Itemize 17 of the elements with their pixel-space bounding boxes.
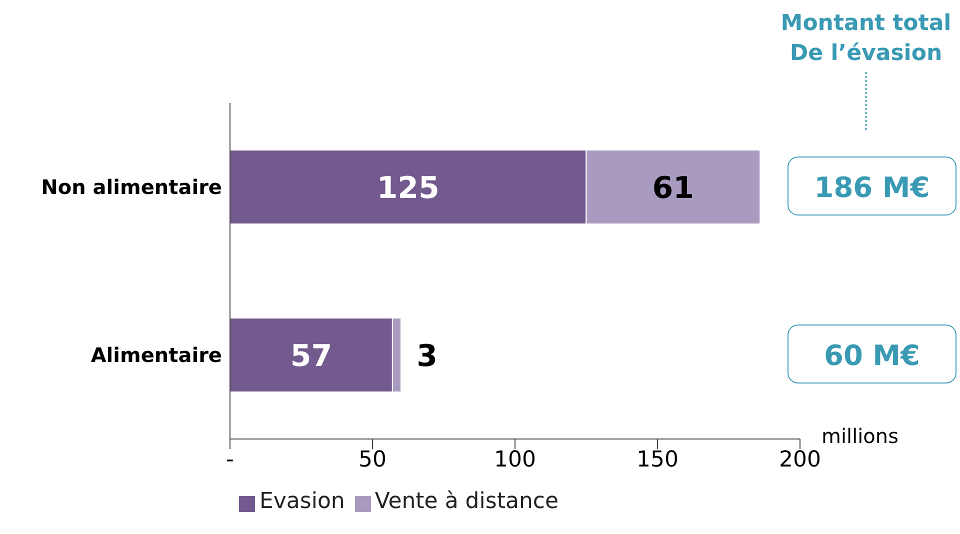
data-label: 61 (652, 171, 694, 206)
text: 60 M€ (824, 339, 920, 372)
text: Montant total De l’évasion (780, 11, 952, 66)
y-tick-label: Alimentaire (90, 343, 222, 368)
x-tick-label: 150 (636, 448, 678, 473)
text: 186 M€ (814, 171, 930, 204)
x-tick-label: - (226, 448, 234, 473)
data-label: 57 (290, 339, 332, 374)
data-label: 3 (416, 339, 438, 374)
x-tick-label: 50 (358, 448, 386, 473)
x-tick-label: 100 (494, 448, 536, 473)
x-axis-title: millions (821, 424, 899, 448)
legend-label: Evasion (259, 489, 345, 514)
data-label: 125 (376, 171, 440, 206)
y-tick-label: Non alimentaire (41, 175, 222, 200)
legend-label: Vente à distance (374, 489, 559, 514)
x-tick-label: 200 (779, 448, 821, 473)
